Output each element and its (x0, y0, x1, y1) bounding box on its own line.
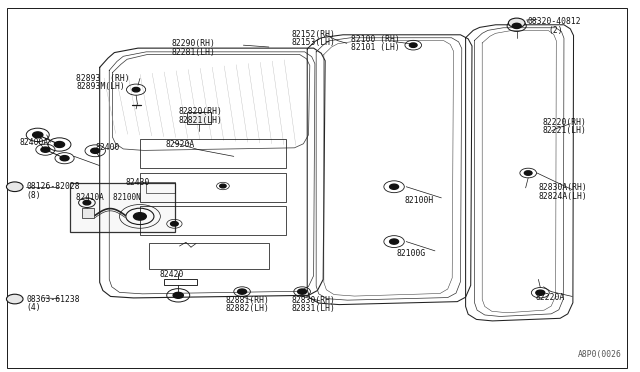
Text: 82824A(LH): 82824A(LH) (538, 192, 587, 201)
Text: 82220A: 82220A (536, 294, 565, 302)
Text: (4): (4) (26, 303, 41, 312)
Circle shape (220, 184, 226, 188)
Text: 82153(LH): 82153(LH) (291, 38, 335, 48)
Circle shape (54, 141, 65, 147)
Text: 82101 (LH): 82101 (LH) (351, 43, 399, 52)
Bar (140, 206, 285, 235)
Bar (83, 208, 94, 218)
Text: 82893M(LH): 82893M(LH) (76, 82, 125, 91)
Text: 82290(RH): 82290(RH) (172, 39, 216, 48)
Text: B: B (12, 184, 17, 190)
Circle shape (508, 18, 525, 28)
Circle shape (60, 155, 69, 161)
Text: 82831(LH): 82831(LH) (291, 304, 335, 313)
Text: 82221(LH): 82221(LH) (542, 126, 586, 135)
Text: 82400: 82400 (95, 142, 120, 151)
Text: S: S (12, 296, 17, 302)
Circle shape (524, 171, 532, 175)
Circle shape (390, 239, 399, 244)
Text: 82152(RH): 82152(RH) (291, 30, 335, 39)
Circle shape (91, 148, 100, 153)
Text: 82100 (RH): 82100 (RH) (351, 35, 399, 44)
Text: (2): (2) (548, 26, 563, 35)
Circle shape (41, 147, 50, 152)
Bar (70, 183, 175, 232)
Bar (140, 173, 285, 202)
Text: A8P0(0026: A8P0(0026 (577, 350, 621, 359)
Text: 82400A: 82400A (20, 138, 49, 147)
Text: S: S (514, 20, 519, 26)
Text: (8): (8) (26, 191, 41, 200)
Circle shape (171, 222, 178, 226)
Text: 82920A: 82920A (166, 140, 195, 149)
Bar (187, 112, 211, 124)
Text: 82281(LH): 82281(LH) (172, 48, 216, 57)
Circle shape (390, 184, 399, 189)
Circle shape (512, 23, 521, 29)
Text: 82830(RH): 82830(RH) (291, 296, 335, 305)
Bar (149, 243, 269, 269)
Bar (140, 139, 285, 168)
Text: 08363-61238: 08363-61238 (26, 295, 80, 304)
Circle shape (237, 289, 246, 294)
Circle shape (83, 201, 91, 205)
Circle shape (134, 213, 147, 220)
Text: 82881(RH): 82881(RH) (225, 296, 269, 305)
Text: 82830A(RH): 82830A(RH) (538, 183, 587, 192)
Text: 82820(RH): 82820(RH) (178, 108, 222, 116)
Circle shape (33, 132, 43, 138)
Text: 82430: 82430 (125, 178, 150, 187)
Circle shape (6, 182, 23, 192)
Text: 82882(LH): 82882(LH) (225, 304, 269, 313)
Circle shape (298, 289, 307, 294)
Text: 82220(RH): 82220(RH) (542, 118, 586, 127)
Text: 82100G: 82100G (397, 249, 426, 258)
Text: 82420: 82420 (159, 270, 184, 279)
Circle shape (173, 292, 183, 298)
Text: 82893  (RH): 82893 (RH) (76, 74, 130, 83)
Text: 82100H: 82100H (404, 196, 433, 205)
Text: 82410A  82100N: 82410A 82100N (76, 193, 141, 202)
Circle shape (6, 294, 23, 304)
Text: 08320-40812: 08320-40812 (527, 17, 581, 26)
Text: 82821(LH): 82821(LH) (178, 116, 222, 125)
Text: 08126-82028: 08126-82028 (26, 182, 80, 191)
Bar (147, 182, 175, 193)
Circle shape (132, 87, 140, 92)
Circle shape (410, 43, 417, 47)
Bar (164, 279, 196, 285)
Circle shape (536, 290, 545, 295)
